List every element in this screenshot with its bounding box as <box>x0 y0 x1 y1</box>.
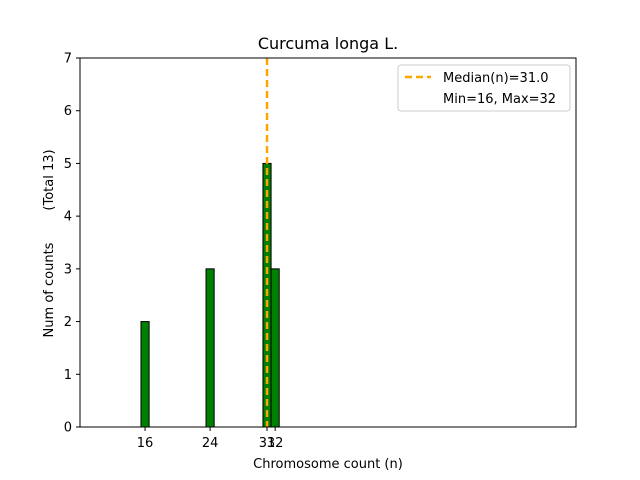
y-axis-label: Num of counts <box>42 242 57 337</box>
legend-median-label: Median(n)=31.0 <box>443 71 549 86</box>
legend-box <box>397 64 571 112</box>
legend: Median(n)=31.0 Min=16, Max=32 <box>397 64 571 112</box>
plot-frame <box>79 57 577 428</box>
chart-title: Curcuma longa L. <box>258 34 398 53</box>
legend-minmax-label: Min=16, Max=32 <box>443 92 556 107</box>
y-axis-total-label: (Total 13) <box>42 149 57 210</box>
y-tick-label-7: 7 <box>64 52 72 67</box>
y-tick-label-5: 5 <box>64 157 72 172</box>
bar-24 <box>205 268 215 428</box>
y-axis-ticks: 0 1 2 3 4 5 6 7 <box>64 52 80 436</box>
y-tick-label-4: 4 <box>64 210 72 225</box>
x-tick-label-31: 31 <box>259 436 276 451</box>
bar-16 <box>140 321 150 428</box>
y-tick-label-2: 2 <box>64 315 72 330</box>
y-tick-label-0: 0 <box>64 421 72 436</box>
x-tick-label-32: 32 <box>267 436 284 451</box>
y-tick-label-1: 1 <box>64 368 72 383</box>
x-tick-label-16: 16 <box>137 436 154 451</box>
y-tick-label-6: 6 <box>64 104 72 119</box>
x-axis-label: Chromosome count (n) <box>253 457 403 472</box>
bars-group <box>140 162 280 428</box>
x-tick-label-24: 24 <box>202 436 219 451</box>
y-tick-label-3: 3 <box>64 262 72 277</box>
bar-32 <box>270 268 280 428</box>
